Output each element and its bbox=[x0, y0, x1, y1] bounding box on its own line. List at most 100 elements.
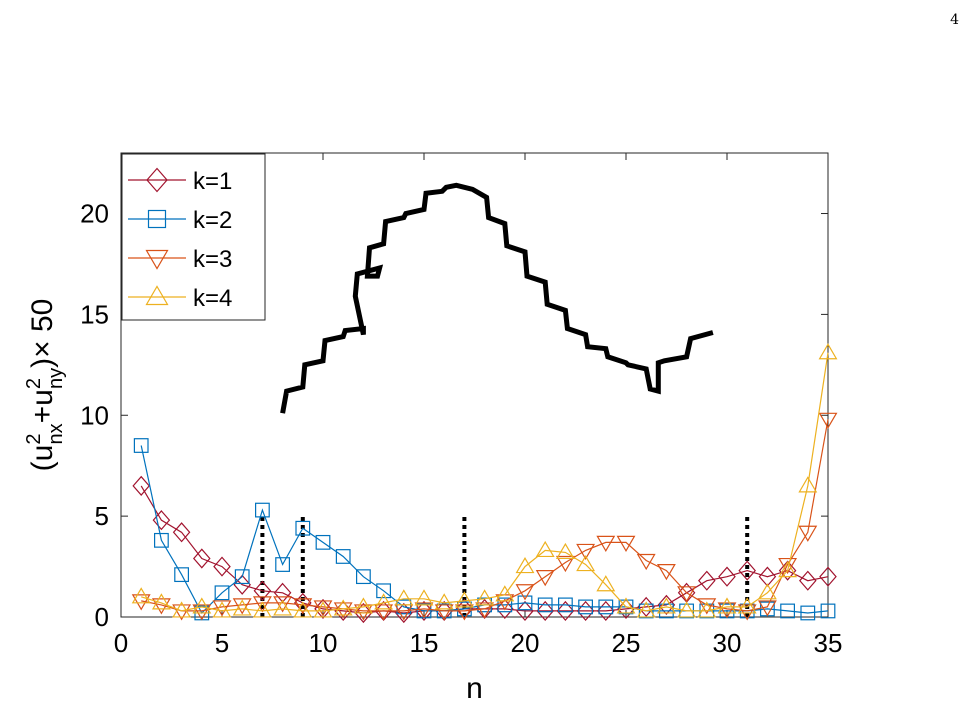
y-title-open: (u bbox=[26, 445, 59, 472]
y-tick-label: 10 bbox=[80, 400, 109, 430]
data-point bbox=[293, 598, 313, 615]
data-point bbox=[576, 543, 596, 561]
data-point bbox=[820, 603, 836, 619]
y-title-plus: +u bbox=[26, 389, 59, 423]
data-point bbox=[718, 566, 736, 587]
x-tick-label: 10 bbox=[309, 628, 338, 658]
x-tick-label: 0 bbox=[114, 628, 128, 658]
series-k=3 bbox=[131, 412, 838, 621]
data-point bbox=[497, 597, 513, 613]
data-point bbox=[133, 438, 149, 453]
legend-item-k=4: k=4 bbox=[128, 285, 232, 312]
data-point bbox=[333, 602, 353, 619]
legend-label: k=2 bbox=[193, 207, 232, 234]
data-point bbox=[656, 563, 676, 581]
data-point bbox=[618, 599, 634, 615]
data-point bbox=[213, 556, 231, 577]
y-title-sub1: nx bbox=[45, 423, 67, 444]
data-point bbox=[145, 249, 169, 270]
y-title-sup2: 2 bbox=[23, 378, 45, 389]
data-point bbox=[697, 601, 717, 618]
data-point bbox=[778, 561, 798, 578]
series-k=4 bbox=[131, 343, 838, 618]
data-point bbox=[252, 596, 272, 613]
data-point bbox=[394, 589, 414, 606]
data-point bbox=[636, 553, 656, 571]
x-tick-label: 20 bbox=[511, 628, 540, 658]
data-point bbox=[414, 589, 434, 606]
y-title-sup1: 2 bbox=[23, 434, 45, 445]
series-line bbox=[141, 352, 829, 612]
data-point bbox=[193, 548, 211, 569]
data-point bbox=[313, 600, 333, 617]
data-point bbox=[273, 582, 292, 603]
series-line bbox=[140, 445, 829, 615]
overlay-curve bbox=[280, 182, 714, 414]
data-point bbox=[457, 601, 472, 617]
data-point bbox=[555, 542, 575, 560]
data-point bbox=[596, 535, 616, 552]
data-point bbox=[798, 525, 818, 542]
y-tick-label: 15 bbox=[80, 299, 109, 329]
data-point bbox=[374, 604, 394, 621]
x-tick-label: 35 bbox=[814, 628, 843, 658]
data-point bbox=[335, 549, 351, 564]
data-point bbox=[434, 593, 454, 610]
data-point bbox=[475, 589, 495, 606]
data-point bbox=[232, 599, 252, 616]
data-point bbox=[697, 598, 717, 615]
data-point bbox=[596, 575, 616, 592]
data-point bbox=[738, 560, 756, 581]
series-line bbox=[141, 419, 829, 612]
data-point bbox=[333, 599, 353, 616]
data-point bbox=[496, 598, 514, 620]
data-point bbox=[799, 570, 817, 591]
data-point bbox=[717, 602, 737, 619]
data-point bbox=[172, 604, 192, 621]
data-point bbox=[232, 598, 252, 615]
data-point bbox=[798, 476, 818, 493]
data-point bbox=[234, 569, 250, 585]
legend-item-k=1: k=1 bbox=[128, 167, 232, 195]
data-point bbox=[576, 600, 595, 622]
data-point bbox=[535, 540, 555, 558]
y-tick-label: 5 bbox=[95, 501, 109, 531]
data-point bbox=[757, 583, 777, 600]
data-point bbox=[818, 343, 838, 360]
data-point bbox=[131, 594, 151, 611]
data-point bbox=[515, 556, 535, 574]
data-point bbox=[638, 603, 654, 619]
legend-label: k=1 bbox=[193, 168, 232, 195]
data-point bbox=[578, 599, 593, 615]
data-point bbox=[656, 597, 676, 614]
data-point bbox=[132, 475, 150, 496]
data-point bbox=[295, 520, 311, 536]
data-point bbox=[537, 597, 553, 613]
data-point bbox=[252, 601, 272, 618]
data-point bbox=[315, 534, 331, 550]
data-point bbox=[293, 601, 313, 618]
data-point bbox=[454, 591, 474, 608]
data-point bbox=[192, 597, 212, 614]
data-point bbox=[294, 592, 312, 613]
page-number: 4 bbox=[950, 12, 959, 28]
data-point bbox=[557, 597, 573, 613]
data-point bbox=[495, 585, 515, 602]
data-point bbox=[536, 600, 554, 622]
y-axis-title: (u2nx+u2ny)× 50 bbox=[23, 299, 67, 472]
x-tick-label: 15 bbox=[410, 628, 439, 658]
overlay-line bbox=[280, 182, 714, 414]
data-point bbox=[434, 604, 454, 621]
vertical-markers bbox=[260, 516, 750, 617]
data-point bbox=[617, 598, 635, 620]
data-point bbox=[147, 209, 167, 229]
legend-label: k=4 bbox=[193, 285, 232, 312]
data-point bbox=[356, 569, 371, 585]
data-point bbox=[374, 593, 394, 610]
data-point bbox=[555, 555, 575, 573]
data-point bbox=[414, 602, 434, 619]
data-point bbox=[556, 600, 575, 622]
y-title-sub2: ny bbox=[45, 368, 67, 389]
legend-box bbox=[121, 153, 266, 321]
